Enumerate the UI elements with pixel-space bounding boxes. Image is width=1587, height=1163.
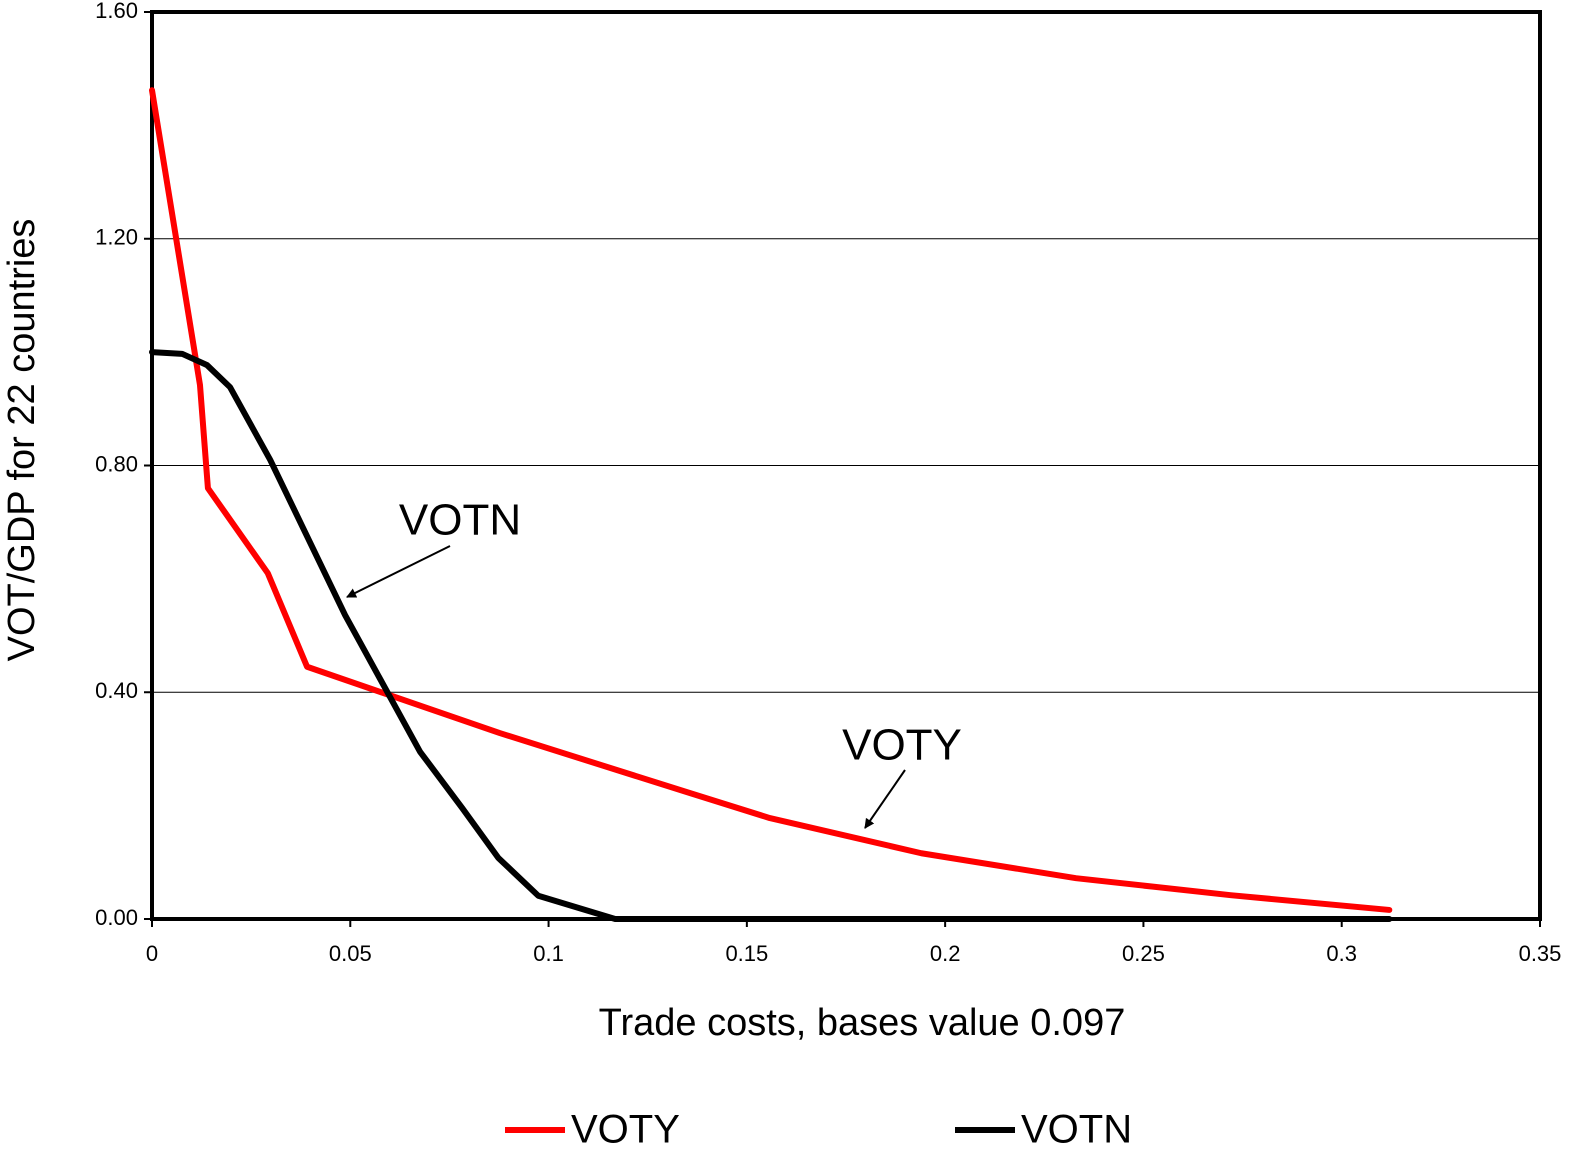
x-tick-label: 0.3	[1326, 941, 1357, 966]
legend-label: VOTN	[1021, 1108, 1132, 1152]
y-tick-label: 0.00	[95, 905, 138, 930]
annotation: VOTY	[842, 721, 962, 770]
x-tick-label: 0.25	[1122, 941, 1165, 966]
x-tick-label: 0.1	[533, 941, 564, 966]
data-line	[149, 349, 1393, 922]
annotation-arrow	[346, 545, 451, 598]
legend-label: VOTY	[571, 1108, 680, 1152]
annotation: VOTN	[399, 496, 521, 545]
y-tick-label: 0.80	[95, 451, 138, 476]
x-axis-label: Trade costs, bases value 0.097	[599, 1002, 1126, 1044]
data-line	[149, 87, 1393, 913]
y-tick-label: 0.40	[95, 678, 138, 703]
x-tick-label: 0.35	[1519, 941, 1562, 966]
x-tick-label: 0.05	[329, 941, 372, 966]
y-tick-label: 1.20	[95, 225, 138, 250]
x-tick-label: 0.2	[930, 941, 961, 966]
y-axis-label: VOT/GDP for 22 countries	[1, 219, 43, 662]
x-tick-label: 0.15	[725, 941, 768, 966]
y-tick-label: 1.60	[95, 0, 138, 23]
annotation-arrow	[864, 769, 906, 829]
x-tick-label: 0	[146, 941, 158, 966]
